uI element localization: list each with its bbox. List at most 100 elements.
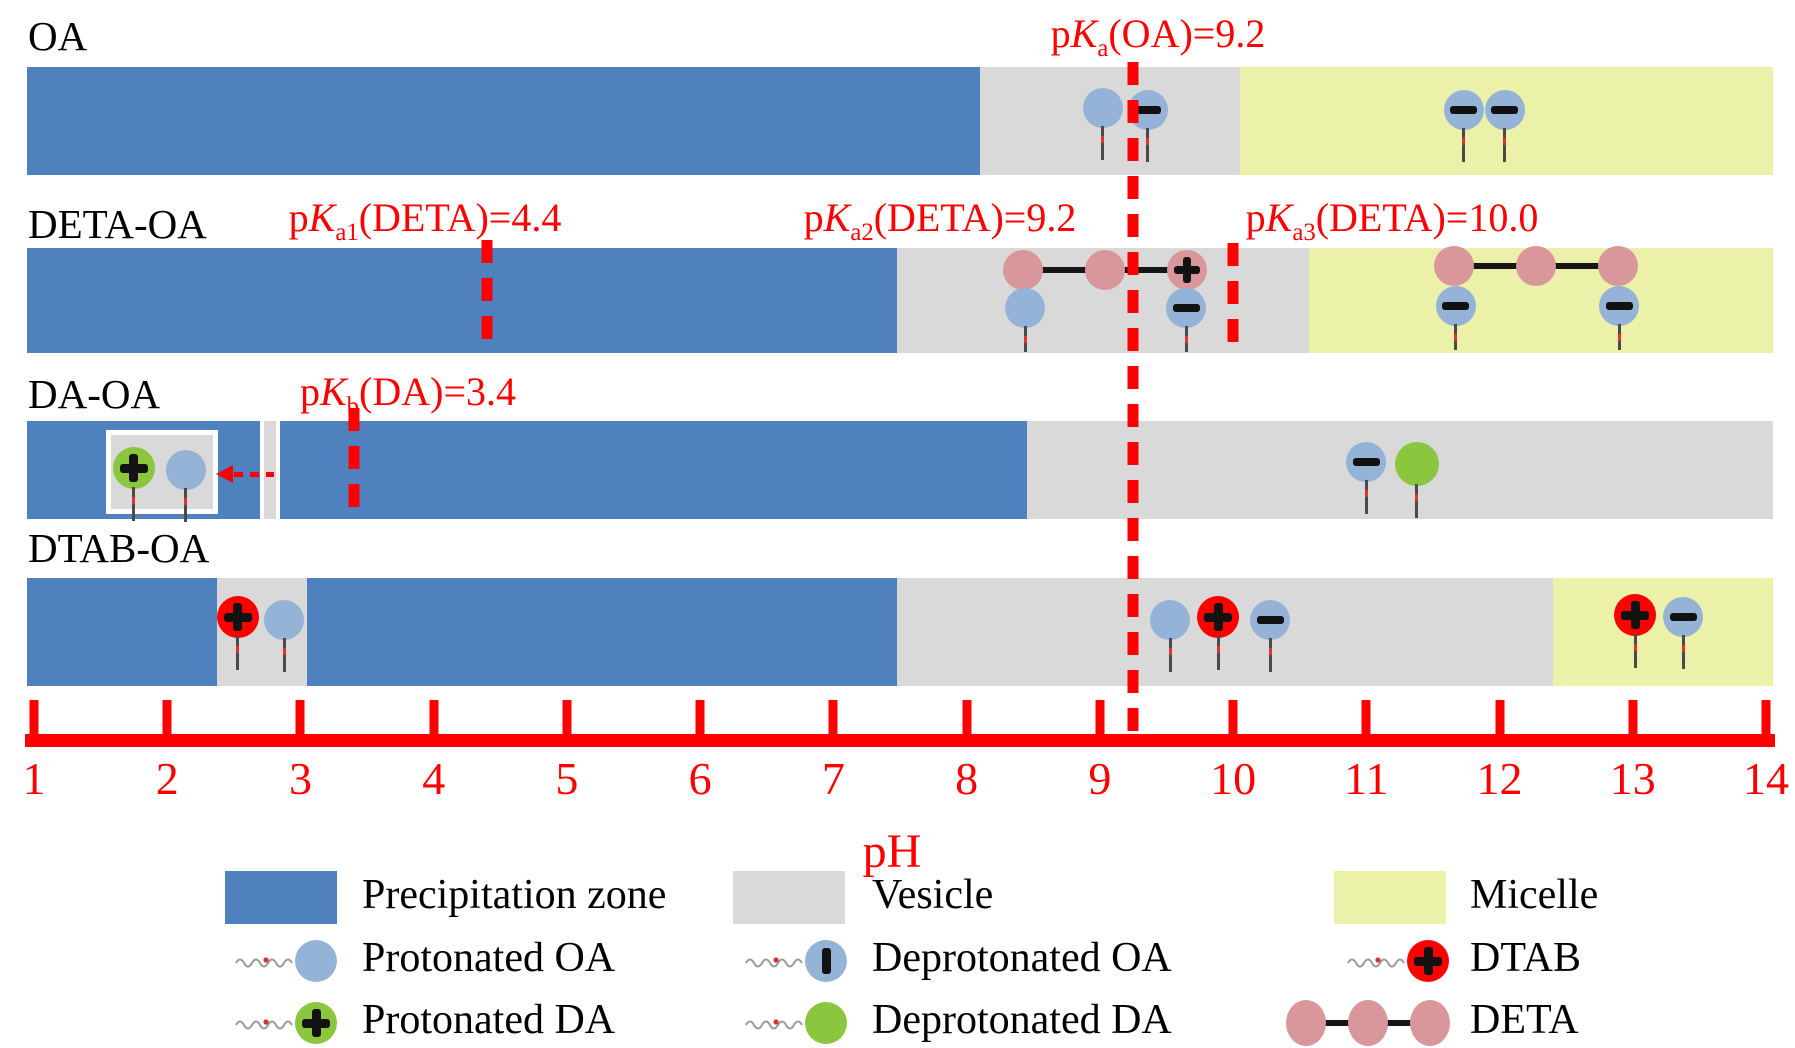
tail-red-dot [1633,644,1637,651]
ph-axis-tick-label: 8 [955,753,979,804]
surfactant-tail [236,636,240,670]
minus-sign-icon [1256,616,1284,624]
tail-red-dot [1617,334,1621,341]
surfactant-tail [1268,638,1272,672]
legend-label-deprotonated-oa: Deprotonated OA [872,935,1172,981]
plus-sign-icon [1213,603,1223,631]
deta-amine-circle [1348,1000,1388,1046]
plus-sign-icon [311,1009,321,1037]
pka-prefix: p [288,195,309,240]
precipitation-zone-segment [307,578,898,686]
pka-value-text: (DETA)=10.0 [1315,195,1539,240]
pka-oa-label: pKa(OA)=9.2 [1051,10,1266,63]
pka3-deta-label: pKa3(DETA)=10.0 [1246,194,1539,247]
tail-red-dot [1503,138,1507,145]
squiggle-tail-icon [1347,957,1405,968]
pkb-da-label: pKb(DA)=3.4 [300,368,516,421]
protonated-oa-head [165,450,206,490]
pka-subscript: b [346,393,360,420]
ph-axis-tick [295,700,305,747]
surfactant-tail [1633,634,1637,668]
tail-red-dot [132,497,136,504]
pka-K-italic: K [319,369,347,414]
ph-axis-tick-label: 5 [555,753,579,804]
legend-label-deprotonated-da: Deprotonated DA [872,997,1172,1043]
minus-sign-icon [1491,106,1519,114]
squiggle-tail-icon [745,1019,803,1030]
deta-bond [1035,267,1092,273]
deta-amine-circle [1002,250,1043,290]
pka-value-text: (DA)=3.4 [359,369,517,414]
ph-axis-tick-label: 10 [1210,753,1257,804]
precipitation-zone-segment [27,248,898,353]
squiggle-tail-icon [235,1019,293,1030]
tail-red-dot [1681,645,1685,652]
pka-prefix: p [1245,195,1266,240]
tail-red-dot [1364,490,1368,497]
row-label-da-oa: DA-OA [28,371,161,417]
tail-red-dot [1462,138,1466,145]
tail-red-dot [1454,334,1458,341]
red-dashed-arrow-head [216,465,233,483]
surfactant-tail [1503,128,1507,162]
protonated-oa-head [1150,600,1191,640]
pka-dashed-line-major [1127,62,1139,745]
surfactant-tail [1146,128,1150,162]
ph-axis-tick-label: 12 [1476,753,1523,804]
plus-sign-icon [1630,601,1640,629]
deta-bond [1383,1020,1417,1026]
minus-sign-icon [1172,304,1200,312]
deta-amine-circle [1598,246,1639,286]
plus-sign-icon [129,454,139,482]
ph-axis-tick [828,700,838,747]
ph-axis-tick [1228,700,1238,747]
deprotonated-da-head [1394,442,1439,486]
minus-sign-icon [1450,106,1478,114]
minus-sign-icon [1352,458,1380,466]
ph-axis-tick-label: 7 [821,753,845,804]
ph-axis-title: pH [862,825,922,878]
ph-axis-tick-label: 13 [1609,753,1656,804]
plus-sign-icon [233,603,243,631]
pka-K-italic: K [1265,195,1293,240]
ph-axis-line [25,734,1775,747]
ph-axis-tick [1095,700,1105,747]
vesicle-zone-segment [260,421,281,519]
legend-label-protonated-da: Protonated DA [362,997,616,1043]
precipitation-zone-segment [27,67,980,175]
deta-bond [1549,263,1606,269]
precipitation-swatch [225,871,337,924]
pka-subscript: a1 [335,219,359,246]
surfactant-tail [282,638,286,672]
pka-dashed-line [481,240,493,353]
deprotonated-da-legend-icon [805,1002,847,1044]
minus-sign-icon [1134,106,1162,114]
plus-sign-icon [1182,257,1191,283]
squiggle-tail-icon [745,957,803,968]
ph-axis-tick-label: 11 [1344,753,1389,804]
pka-dashed-line [1227,243,1239,353]
tail-red-dot [1216,646,1220,653]
ph-axis-tick-label: 9 [1088,753,1112,804]
tail-red-dot [1168,648,1172,655]
tail-red-dot [1023,336,1027,343]
deta-bond [1467,263,1524,269]
pka-value-text: (OA)=9.2 [1108,11,1266,56]
tail-red-dot [1101,136,1104,143]
ph-axis-tick-label: 4 [422,753,446,804]
minus-sign-icon [1442,302,1470,310]
surfactant-tail [1216,636,1220,670]
surfactant-tail [1168,638,1172,672]
surfactant-tail [1681,635,1685,669]
surfactant-tail [1364,480,1368,514]
legend-label-swatch-vesicle: Vesicle [872,872,994,918]
pka1-deta-label: pKa1(DETA)=4.4 [289,194,562,247]
ph-axis-tick [1761,700,1771,747]
pka-K-italic: K [1070,11,1098,56]
ph-axis-tick-label: 3 [288,753,312,804]
squiggle-tail-icon [235,957,293,968]
legend-label-swatch-micelle: Micelle [1470,872,1599,918]
pka-value-text: (DETA)=4.4 [358,195,562,240]
plus-sign-icon [1423,947,1433,975]
pka-prefix: p [803,195,824,240]
